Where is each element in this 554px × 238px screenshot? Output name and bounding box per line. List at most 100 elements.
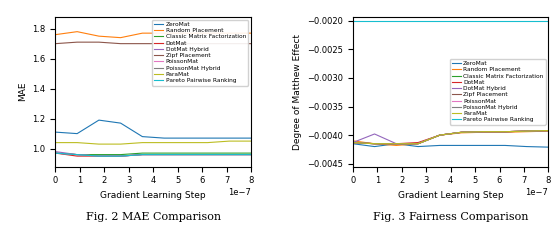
- PoissonMat: [393, 142, 399, 145]
- Legend: ZeroMat, Random Placement, Classic Matrix Factorization, DotMat, DotMat Hybrid, : ZeroMat, Random Placement, Classic Matri…: [449, 59, 546, 125]
- DotMat Hybrid: [74, 153, 80, 156]
- ParaMat: [204, 141, 211, 144]
- Random Placement: [74, 30, 80, 33]
- ParaMat: [52, 141, 59, 144]
- Zipf Placement: [74, 41, 80, 44]
- PoissonMat Hybrid: [74, 153, 80, 156]
- ParaMat: [161, 141, 167, 144]
- Random Placement: [371, 142, 378, 145]
- PoissonMat Hybrid: [458, 131, 465, 134]
- PoissonMat: [502, 130, 509, 133]
- DotMat Hybrid: [350, 141, 356, 144]
- Random Placement: [52, 33, 59, 36]
- ZeroMat: [502, 144, 509, 147]
- DotMat: [393, 142, 399, 145]
- PoissonMat Hybrid: [248, 153, 254, 156]
- Random Placement: [248, 32, 254, 35]
- Line: Pareto Pairwise Ranking: Pareto Pairwise Ranking: [55, 153, 251, 156]
- ZeroMat: [480, 144, 486, 147]
- PoissonMat: [350, 141, 356, 144]
- ParaMat: [502, 130, 509, 133]
- Pareto Pairwise Ranking: [415, 19, 422, 22]
- Pareto Pairwise Ranking: [350, 19, 356, 22]
- Text: Fig. 2 MAE Comparison: Fig. 2 MAE Comparison: [86, 212, 221, 222]
- Random Placement: [161, 32, 167, 35]
- Random Placement: [545, 130, 552, 133]
- ZeroMat: [117, 122, 124, 124]
- PoissonMat Hybrid: [415, 142, 422, 145]
- Zipf Placement: [415, 142, 422, 145]
- Pareto Pairwise Ranking: [161, 153, 167, 156]
- Pareto Pairwise Ranking: [74, 153, 80, 156]
- Line: PoissonMat: PoissonMat: [55, 153, 251, 156]
- ZeroMat: [52, 131, 59, 134]
- Classic Matrix Factorization: [248, 152, 254, 154]
- PoissonMat: [371, 142, 378, 145]
- Classic Matrix Factorization: [204, 152, 211, 154]
- ZeroMat: [139, 135, 146, 138]
- Classic Matrix Factorization: [458, 131, 465, 134]
- Text: Fig. 3 Fairness Comparison: Fig. 3 Fairness Comparison: [373, 212, 529, 222]
- Random Placement: [502, 131, 509, 134]
- PoissonMat Hybrid: [52, 152, 59, 154]
- Pareto Pairwise Ranking: [52, 152, 59, 154]
- Random Placement: [350, 139, 356, 142]
- ZeroMat: [350, 142, 356, 145]
- Line: ZeroMat: ZeroMat: [55, 120, 251, 138]
- Random Placement: [480, 131, 486, 134]
- PoissonMat Hybrid: [117, 155, 124, 158]
- Classic Matrix Factorization: [74, 153, 80, 156]
- Pareto Pairwise Ranking: [437, 19, 443, 22]
- Classic Matrix Factorization: [545, 129, 552, 132]
- Classic Matrix Factorization: [415, 142, 422, 145]
- PoissonMat: [458, 131, 465, 134]
- ParaMat: [350, 141, 356, 144]
- ZeroMat: [248, 137, 254, 139]
- DotMat: [480, 130, 486, 133]
- Classic Matrix Factorization: [371, 142, 378, 145]
- Classic Matrix Factorization: [226, 152, 233, 154]
- ZeroMat: [393, 142, 399, 145]
- Line: PoissonMat Hybrid: PoissonMat Hybrid: [55, 153, 251, 156]
- Pareto Pairwise Ranking: [371, 19, 378, 22]
- ParaMat: [524, 130, 530, 133]
- Line: PoissonMat Hybrid: PoissonMat Hybrid: [353, 131, 548, 144]
- PoissonMat: [437, 134, 443, 137]
- PoissonMat Hybrid: [437, 134, 443, 137]
- PoissonMat: [545, 129, 552, 132]
- DotMat Hybrid: [371, 133, 378, 135]
- DotMat Hybrid: [117, 155, 124, 158]
- DotMat Hybrid: [393, 142, 399, 145]
- Zipf Placement: [480, 130, 486, 133]
- Line: ZeroMat: ZeroMat: [353, 144, 548, 147]
- Random Placement: [182, 32, 189, 35]
- X-axis label: Gradient Learning Step: Gradient Learning Step: [100, 191, 206, 200]
- Classic Matrix Factorization: [182, 152, 189, 154]
- DotMat: [139, 153, 146, 156]
- Classic Matrix Factorization: [480, 130, 486, 133]
- DotMat: [524, 130, 530, 133]
- ZeroMat: [95, 119, 102, 122]
- PoissonMat: [52, 152, 59, 154]
- Classic Matrix Factorization: [161, 152, 167, 154]
- DotMat: [248, 153, 254, 156]
- PoissonMat Hybrid: [161, 153, 167, 156]
- Pareto Pairwise Ranking: [182, 153, 189, 156]
- ParaMat: [393, 142, 399, 145]
- PoissonMat Hybrid: [182, 153, 189, 156]
- Pareto Pairwise Ranking: [139, 153, 146, 156]
- Classic Matrix Factorization: [52, 152, 59, 154]
- DotMat Hybrid: [545, 129, 552, 132]
- DotMat Hybrid: [248, 153, 254, 156]
- DotMat Hybrid: [437, 134, 443, 137]
- PoissonMat: [161, 153, 167, 156]
- Pareto Pairwise Ranking: [545, 19, 552, 22]
- Zipf Placement: [139, 42, 146, 45]
- Pareto Pairwise Ranking: [117, 155, 124, 158]
- PoissonMat Hybrid: [226, 153, 233, 156]
- Zipf Placement: [117, 42, 124, 45]
- Zipf Placement: [371, 142, 378, 145]
- PoissonMat: [248, 153, 254, 156]
- PoissonMat Hybrid: [502, 130, 509, 133]
- DotMat Hybrid: [415, 142, 422, 145]
